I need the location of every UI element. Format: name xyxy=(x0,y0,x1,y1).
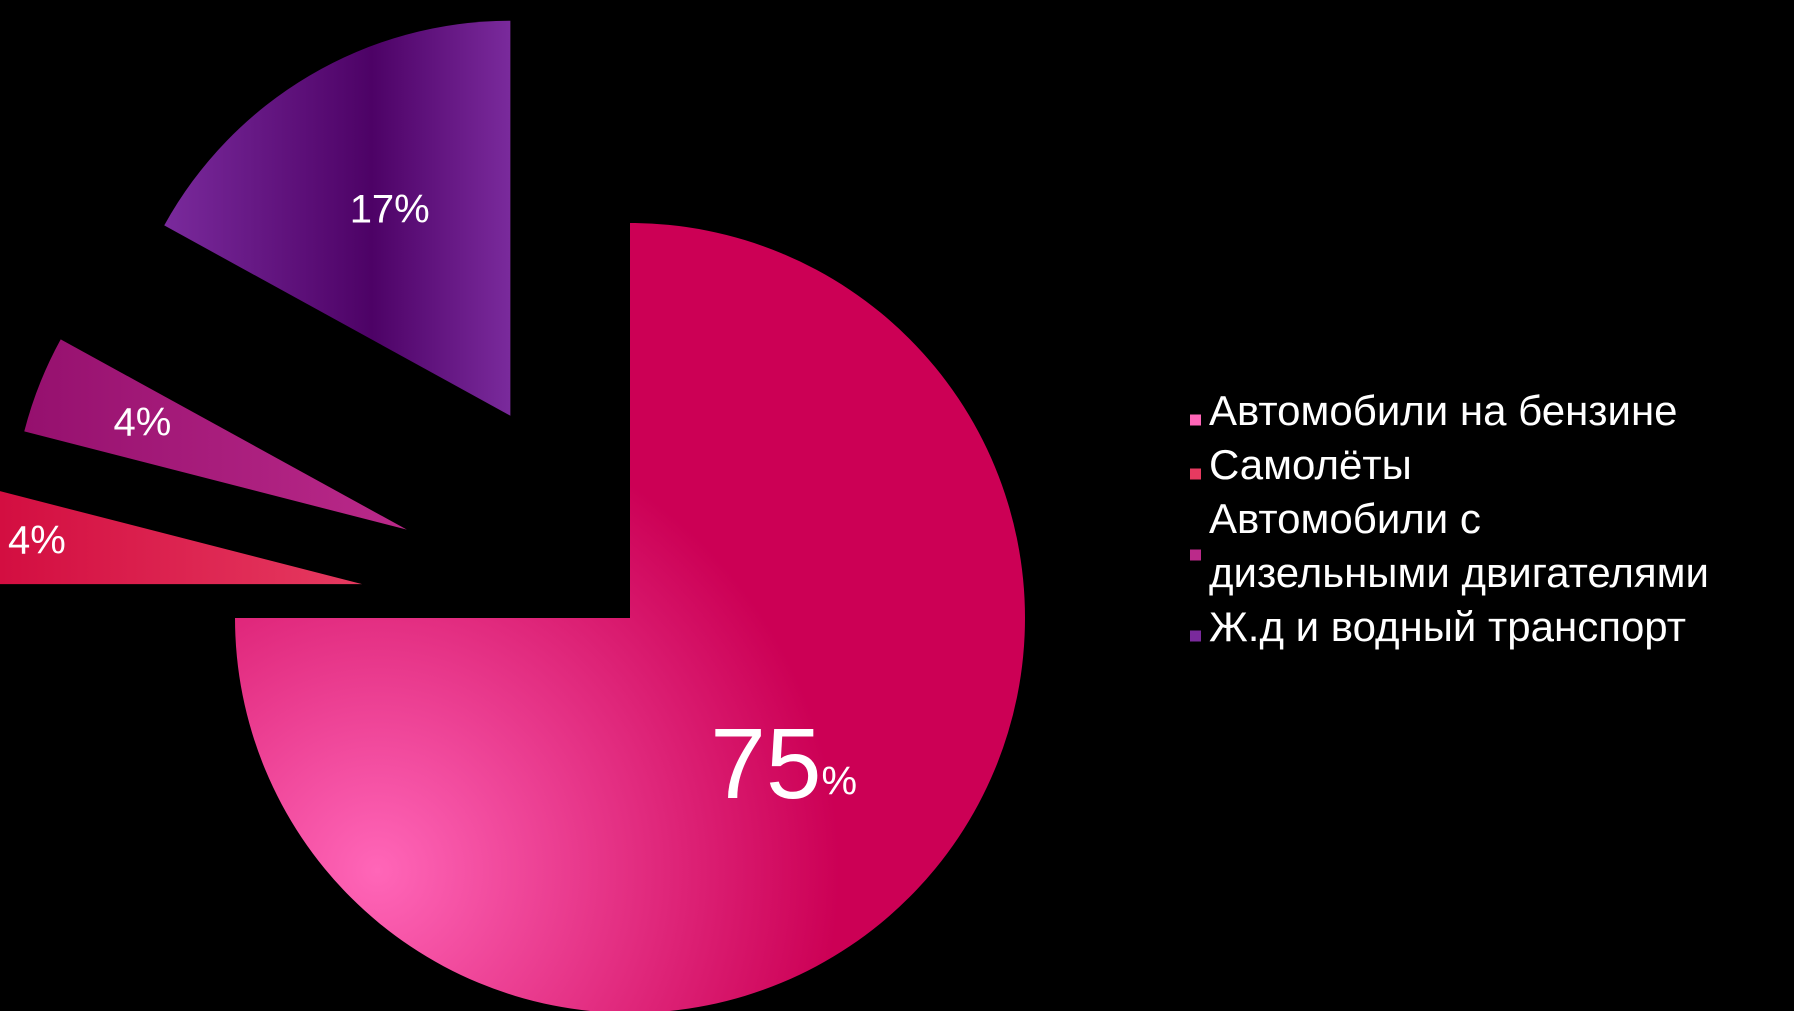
slice-labels: 75%4%4%17% xyxy=(8,187,857,820)
legend-label-автомобили-с-дизельными-двигателями-line-2: дизельными двигателями xyxy=(1209,549,1709,596)
pie-slice-автомобили-с-дизельными-двигателями xyxy=(24,339,407,530)
legend: Автомобили на бензине Самолёты Автомобили … xyxy=(1190,387,1709,650)
legend-label-ж-д-и-водный-транспорт: Ж.д и водный транспорт xyxy=(1209,603,1686,650)
pie-slice-самолёты xyxy=(0,491,363,585)
legend-label-автомобили-с-дизельными-двигателями-line-1: Автомобили с xyxy=(1209,495,1481,542)
legend-marker-автомобили-на-бензине xyxy=(1190,414,1201,426)
slice-value-label-ж-д-и-водный-транспорт: 17% xyxy=(350,187,430,231)
pie-slices xyxy=(0,20,1025,1011)
pie-slice-ж-д-и-водный-транспорт xyxy=(164,20,511,416)
legend-marker-ж-д-и-водный-транспорт xyxy=(1190,630,1201,642)
legend-label-самолёты: Самолёты xyxy=(1209,441,1412,488)
pie-slice-автомобили-на-бензине xyxy=(235,223,1025,1011)
legend-label-автомобили-на-бензине: Автомобили на бензине xyxy=(1209,387,1678,434)
slice-value-label-самолёты: 4% xyxy=(8,519,66,563)
legend-marker-автомобили-с-дизельными-двигателями xyxy=(1190,549,1201,561)
slice-value-label-автомобили-с-дизельными-двигателями: 4% xyxy=(114,401,172,445)
legend-marker-самолёты xyxy=(1190,468,1201,480)
